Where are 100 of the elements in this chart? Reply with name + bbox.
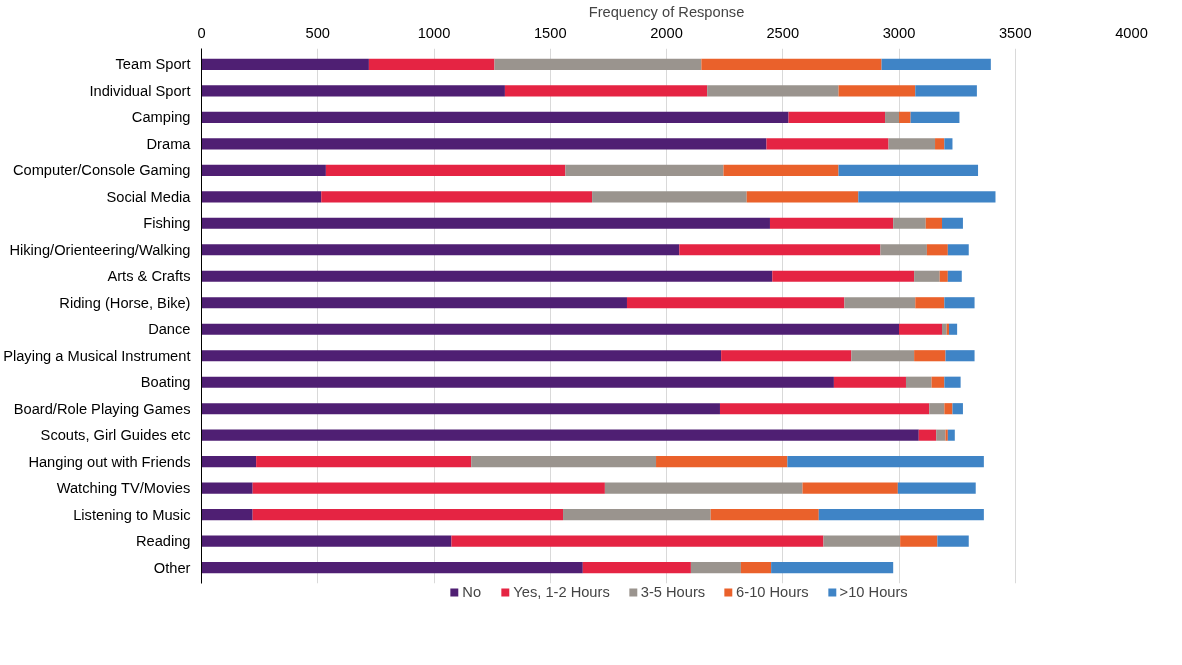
bar: [201, 297, 627, 309]
bar: [944, 138, 953, 150]
x-tick-label: 0: [197, 24, 206, 41]
x-tick-label: 4000: [1115, 24, 1148, 41]
bar: [772, 270, 915, 282]
x-tick-label: 3000: [882, 24, 916, 41]
bar: [252, 482, 605, 494]
bar: [858, 191, 996, 203]
bar: [451, 535, 824, 547]
bar: [201, 85, 505, 97]
bar: [690, 562, 741, 574]
bar: [885, 111, 899, 123]
bar: [626, 297, 845, 309]
bar: [880, 244, 927, 256]
legend-label: >10 Hours: [839, 583, 908, 600]
y-tick-label: Board/Role Playing Games: [13, 400, 191, 417]
y-tick-label: Fishing: [143, 215, 191, 232]
bar: [325, 164, 566, 176]
legend-label: Yes, 1-2 Hours: [513, 583, 610, 600]
bar: [592, 191, 747, 203]
bar: [914, 270, 940, 282]
legend-label: 6-10 Hours: [736, 583, 809, 600]
bar: [802, 482, 898, 494]
bar: [201, 323, 899, 335]
bar: [201, 58, 369, 70]
bar: [935, 138, 945, 150]
y-tick-label: Computer/Console Gaming: [12, 162, 191, 179]
y-tick-label: Camping: [131, 109, 191, 126]
bar: [563, 509, 711, 521]
y-tick-label: Riding (Horse, Bike): [59, 294, 191, 311]
y-tick-label: Listening to Music: [73, 506, 191, 523]
bar: [823, 535, 901, 547]
bar: [838, 164, 979, 176]
x-tick-label: 1500: [533, 24, 567, 41]
bar: [201, 535, 452, 547]
bar: [201, 191, 322, 203]
bar: [944, 403, 953, 415]
y-tick-label: Individual Sport: [89, 82, 191, 99]
legend-label: 3-5 Hours: [640, 583, 706, 600]
bar: [910, 111, 960, 123]
bar: [201, 217, 770, 229]
bar: [936, 429, 946, 441]
bar: [914, 350, 946, 362]
bar: [925, 217, 943, 229]
bar: [368, 58, 495, 70]
bar: [899, 111, 911, 123]
bar: [844, 297, 916, 309]
y-tick-label: Other: [153, 559, 191, 576]
bar: [494, 58, 702, 70]
bar: [918, 429, 937, 441]
bar: [721, 350, 852, 362]
bar: [471, 456, 657, 468]
x-axis-title: Frequency of Response: [588, 3, 745, 20]
x-tick-label: 1000: [417, 24, 451, 41]
bar: [787, 456, 984, 468]
bar: [582, 562, 691, 574]
bar: [321, 191, 593, 203]
bar: [604, 482, 803, 494]
bar: [929, 403, 945, 415]
legend-label: No: [462, 583, 483, 600]
x-tick-label: 2500: [766, 24, 800, 41]
bar: [897, 482, 976, 494]
bar: [201, 164, 326, 176]
bar: [201, 350, 722, 362]
y-tick-label: Watching TV/Movies: [56, 480, 191, 497]
bar: [942, 217, 963, 229]
bar: [905, 376, 932, 388]
bar: [851, 350, 915, 362]
bar: [948, 323, 958, 335]
bar: [926, 244, 948, 256]
bar: [899, 323, 943, 335]
bar: [771, 562, 894, 574]
bar: [201, 482, 253, 494]
x-tick-label: 500: [305, 24, 330, 41]
bar: [201, 244, 680, 256]
bar: [952, 403, 963, 415]
bar: [818, 509, 984, 521]
bar: [900, 535, 938, 547]
bar: [915, 85, 977, 97]
bar: [565, 164, 724, 176]
y-tick-label: Dance: [148, 321, 191, 338]
bar: [939, 270, 948, 282]
y-tick-label: Team Sport: [115, 56, 191, 73]
bar: [201, 429, 919, 441]
bar: [201, 403, 720, 415]
bar: [947, 429, 955, 441]
bar: [252, 509, 564, 521]
bar: [942, 323, 947, 335]
bar: [947, 244, 969, 256]
bar: [915, 297, 945, 309]
bar: [769, 217, 894, 229]
y-tick-label: Hiking/Orienteering/Walking: [9, 241, 191, 258]
x-tick-label: 2000: [650, 24, 683, 41]
bar: [945, 350, 975, 362]
bar: [201, 456, 257, 468]
bar: [944, 297, 975, 309]
y-tick-label: Hanging out with Friends: [28, 453, 191, 470]
bar: [719, 403, 930, 415]
bar: [881, 58, 991, 70]
x-tick-label: 3500: [998, 24, 1032, 41]
